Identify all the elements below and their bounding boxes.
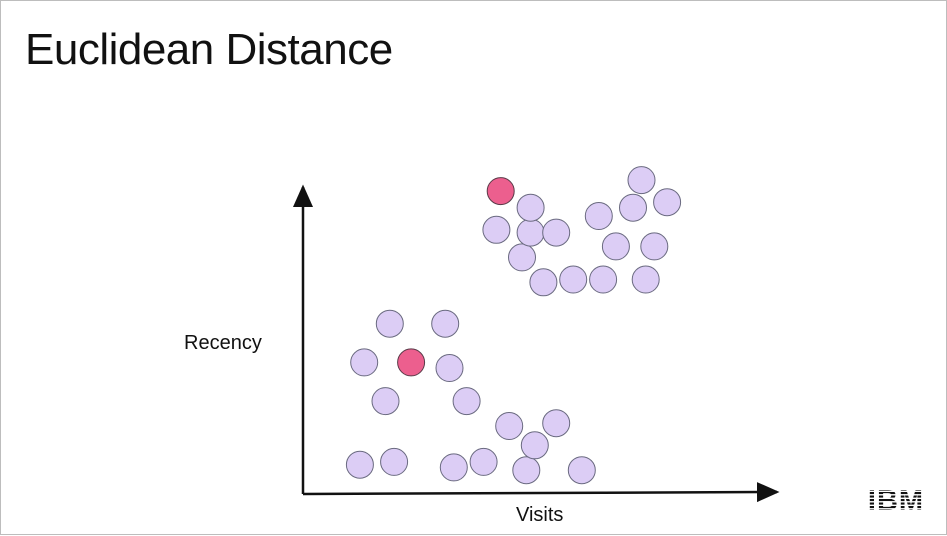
data-point [435,354,464,382]
data-point [452,387,481,416]
data-point [559,265,588,294]
data-point [512,456,541,485]
data-point [375,309,404,338]
data-point [350,348,379,377]
data-point [601,232,630,261]
data-point [345,450,374,479]
data-point [495,412,524,440]
data-point [371,387,400,416]
data-point [627,166,656,195]
data-point [482,215,511,244]
data-point [520,431,549,460]
data-point [542,218,571,247]
data-point [542,409,571,438]
svg-text:IBM: IBM [868,485,924,513]
data-point [469,447,498,476]
data-point [589,265,618,294]
data-point [653,188,682,217]
slide-title: Euclidean Distance [25,25,393,74]
data-point [380,447,409,476]
data-point [516,218,545,247]
data-point [508,243,536,272]
y-axis-label: Recency [184,332,262,354]
x-axis-label: Visits [516,504,564,526]
highlight-point [486,177,515,206]
x-axis [302,482,780,503]
points-layer [345,166,682,485]
data-point [631,265,660,294]
data-point [529,268,558,297]
data-point [619,193,647,222]
data-point [567,456,596,485]
data-point [584,202,613,230]
data-point [516,193,545,222]
data-point [640,232,669,261]
data-point [439,453,468,482]
ibm-logo: IBM [868,485,924,513]
highlight-point [397,348,426,377]
data-point [431,309,460,338]
